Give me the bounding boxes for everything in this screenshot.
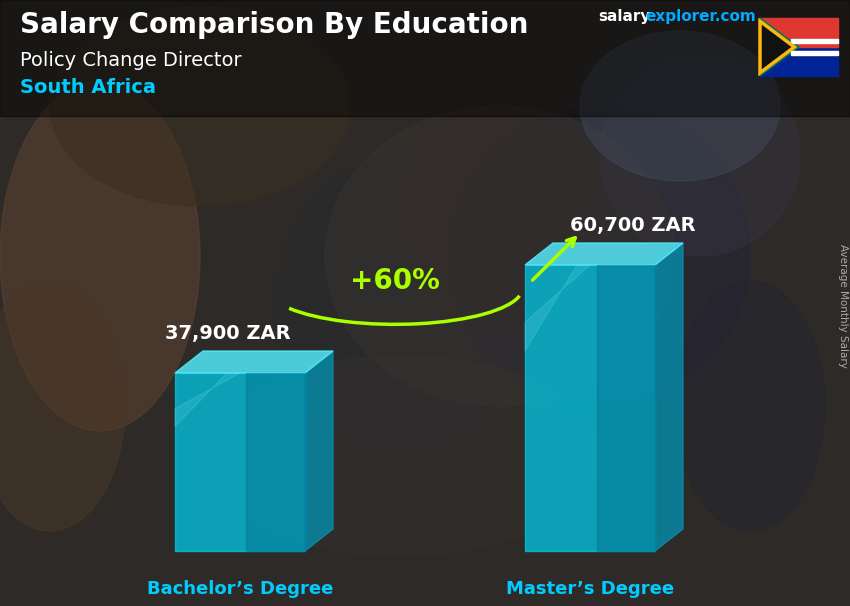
Bar <box>791 52 838 55</box>
Text: Policy Change Director: Policy Change Director <box>20 51 241 70</box>
Text: explorer.com: explorer.com <box>645 9 756 24</box>
Text: Master’s Degree: Master’s Degree <box>506 580 674 598</box>
Bar <box>760 47 838 76</box>
Text: South Africa: South Africa <box>20 78 156 97</box>
Polygon shape <box>525 243 683 265</box>
Text: salary: salary <box>598 9 650 24</box>
Ellipse shape <box>675 281 825 531</box>
Polygon shape <box>175 351 333 373</box>
Polygon shape <box>760 18 799 76</box>
Text: 60,700 ZAR: 60,700 ZAR <box>570 216 695 235</box>
Text: +60%: +60% <box>350 267 440 295</box>
Polygon shape <box>525 265 590 351</box>
Bar <box>525 265 655 551</box>
Ellipse shape <box>275 156 525 456</box>
Ellipse shape <box>450 106 750 406</box>
Bar <box>0 0 850 116</box>
Ellipse shape <box>50 6 350 206</box>
Bar <box>175 373 305 551</box>
Polygon shape <box>655 243 683 551</box>
Text: Bachelor’s Degree: Bachelor’s Degree <box>147 580 333 598</box>
Ellipse shape <box>200 356 600 556</box>
Ellipse shape <box>600 56 800 256</box>
Ellipse shape <box>580 31 780 181</box>
Ellipse shape <box>325 106 675 406</box>
Bar <box>760 18 838 47</box>
Text: Average Monthly Salary: Average Monthly Salary <box>838 244 848 368</box>
Polygon shape <box>246 373 305 551</box>
Polygon shape <box>760 22 791 72</box>
Text: Salary Comparison By Education: Salary Comparison By Education <box>20 11 529 39</box>
Polygon shape <box>597 265 655 551</box>
Ellipse shape <box>0 281 125 531</box>
Ellipse shape <box>0 81 200 431</box>
Bar <box>791 39 838 43</box>
Text: 37,900 ZAR: 37,900 ZAR <box>165 324 291 343</box>
Ellipse shape <box>400 81 600 331</box>
Polygon shape <box>175 373 240 427</box>
Polygon shape <box>305 351 333 551</box>
